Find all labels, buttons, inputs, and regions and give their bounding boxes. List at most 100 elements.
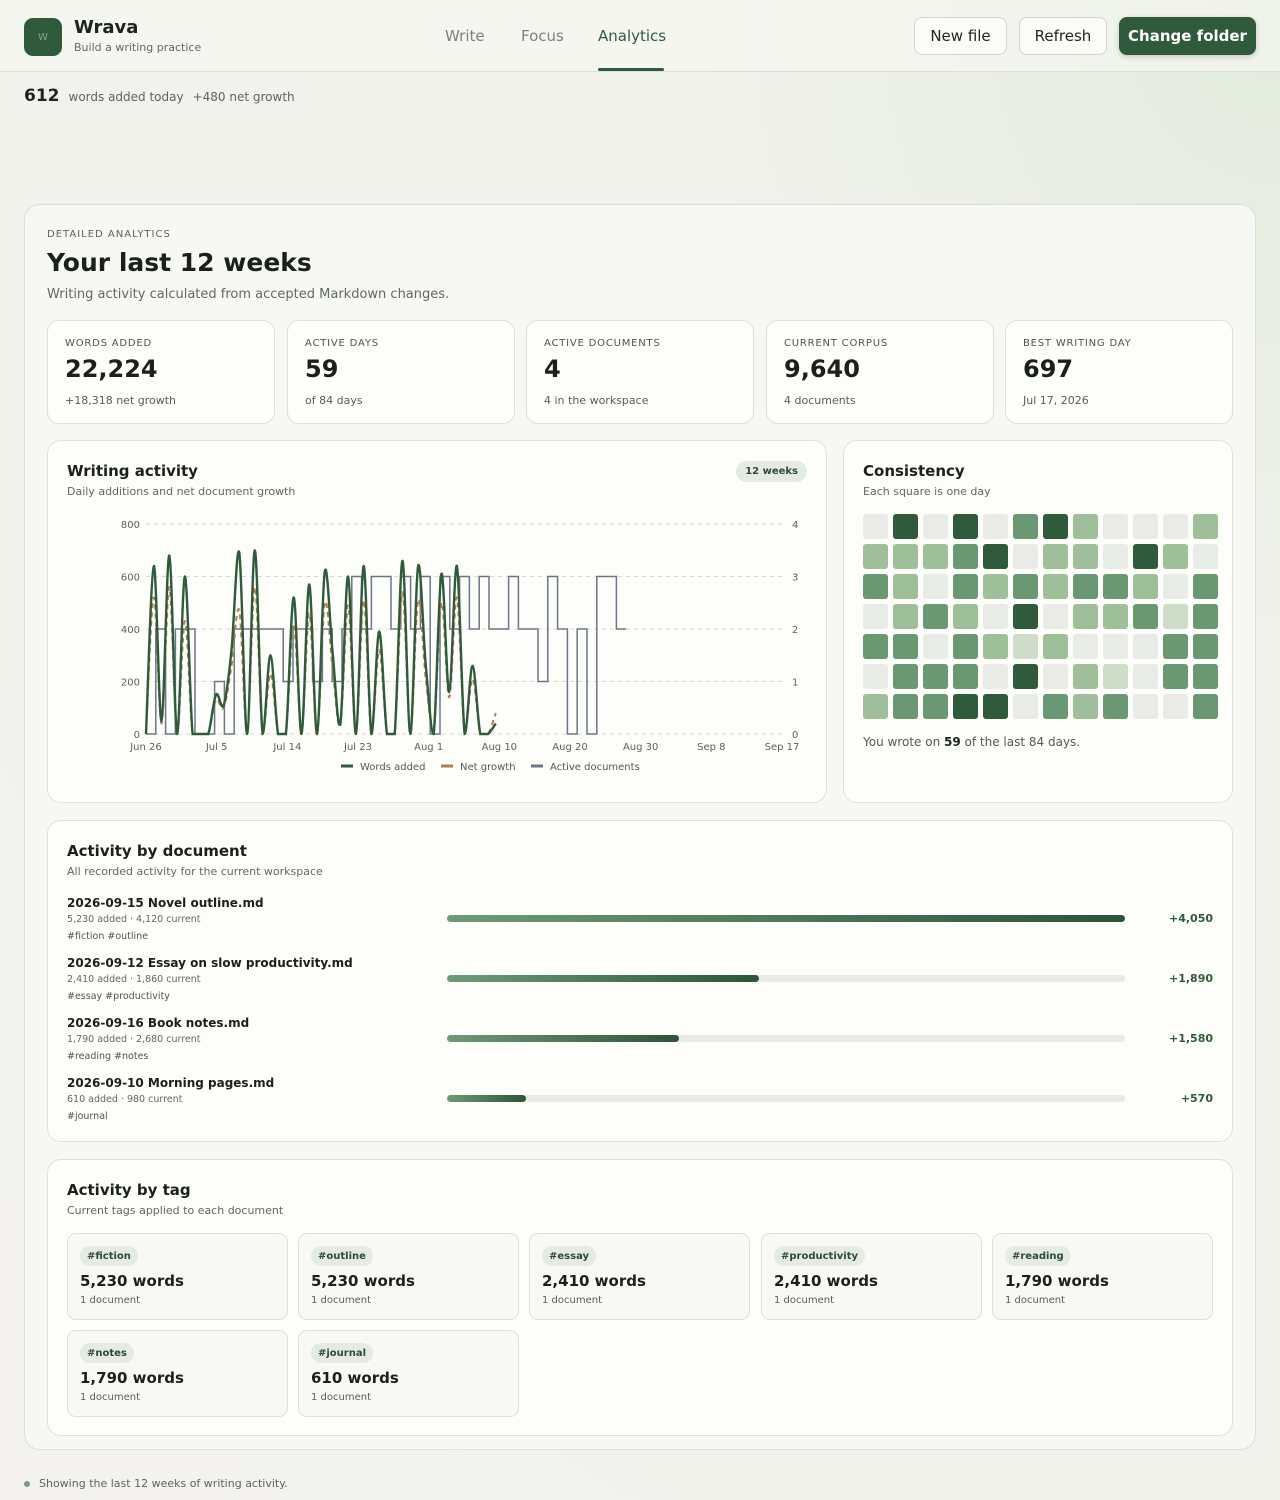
tab-focus[interactable]: Focus — [521, 27, 564, 45]
heatmap-day-cell[interactable] — [1103, 634, 1128, 659]
heatmap-day-cell[interactable] — [1163, 604, 1188, 629]
heatmap-day-cell[interactable] — [1103, 514, 1128, 539]
heatmap-day-cell[interactable] — [1193, 604, 1218, 629]
tag-card[interactable]: #journal 610 words 1 document — [298, 1330, 519, 1417]
document-row[interactable]: 2026-09-15 Novel outline.md 5,230 added … — [67, 896, 1213, 954]
heatmap-day-cell[interactable] — [1163, 514, 1188, 539]
heatmap-day-cell[interactable] — [1163, 664, 1188, 689]
range-badge[interactable]: 12 weeks — [736, 461, 807, 482]
heatmap-day-cell[interactable] — [953, 544, 978, 569]
new-file-button[interactable]: New file — [914, 17, 1007, 55]
heatmap-day-cell[interactable] — [1163, 634, 1188, 659]
heatmap-day-cell[interactable] — [893, 694, 918, 719]
heatmap-day-cell[interactable] — [863, 664, 888, 689]
tag-card[interactable]: #outline 5,230 words 1 document — [298, 1233, 519, 1320]
heatmap-day-cell[interactable] — [983, 604, 1008, 629]
tag-card[interactable]: #notes 1,790 words 1 document — [67, 1330, 288, 1417]
heatmap-day-cell[interactable] — [1163, 574, 1188, 599]
heatmap-day-cell[interactable] — [923, 604, 948, 629]
document-row[interactable]: 2026-09-10 Morning pages.md 610 added · … — [67, 1076, 1213, 1134]
heatmap-day-cell[interactable] — [1133, 544, 1158, 569]
heatmap-day-cell[interactable] — [863, 634, 888, 659]
heatmap-day-cell[interactable] — [1013, 544, 1038, 569]
heatmap-day-cell[interactable] — [1043, 664, 1068, 689]
heatmap-day-cell[interactable] — [923, 694, 948, 719]
heatmap-day-cell[interactable] — [923, 514, 948, 539]
heatmap-day-cell[interactable] — [1013, 574, 1038, 599]
heatmap-day-cell[interactable] — [1073, 574, 1098, 599]
heatmap-day-cell[interactable] — [1133, 514, 1158, 539]
heatmap-day-cell[interactable] — [923, 634, 948, 659]
heatmap-day-cell[interactable] — [1103, 544, 1128, 569]
change-folder-button[interactable]: Change folder — [1119, 17, 1256, 55]
tag-card[interactable]: #productivity 2,410 words 1 document — [761, 1233, 982, 1320]
heatmap-day-cell[interactable] — [1193, 694, 1218, 719]
heatmap-day-cell[interactable] — [1163, 544, 1188, 569]
heatmap-day-cell[interactable] — [953, 634, 978, 659]
heatmap-day-cell[interactable] — [953, 604, 978, 629]
heatmap-day-cell[interactable] — [863, 574, 888, 599]
heatmap-day-cell[interactable] — [983, 514, 1008, 539]
heatmap-day-cell[interactable] — [893, 604, 918, 629]
heatmap-day-cell[interactable] — [1043, 514, 1068, 539]
heatmap-day-cell[interactable] — [1193, 664, 1218, 689]
heatmap-day-cell[interactable] — [863, 544, 888, 569]
heatmap-day-cell[interactable] — [1013, 664, 1038, 689]
heatmap-day-cell[interactable] — [893, 514, 918, 539]
tag-card[interactable]: #reading 1,790 words 1 document — [992, 1233, 1213, 1320]
heatmap-day-cell[interactable] — [1043, 574, 1068, 599]
heatmap-day-cell[interactable] — [1013, 634, 1038, 659]
heatmap-day-cell[interactable] — [893, 574, 918, 599]
heatmap-day-cell[interactable] — [953, 694, 978, 719]
heatmap-day-cell[interactable] — [1013, 604, 1038, 629]
heatmap-day-cell[interactable] — [863, 604, 888, 629]
heatmap-day-cell[interactable] — [983, 664, 1008, 689]
heatmap-day-cell[interactable] — [983, 574, 1008, 599]
heatmap-day-cell[interactable] — [1133, 664, 1158, 689]
heatmap-day-cell[interactable] — [1133, 604, 1158, 629]
tab-write[interactable]: Write — [445, 27, 485, 45]
heatmap-day-cell[interactable] — [1073, 664, 1098, 689]
heatmap-day-cell[interactable] — [1103, 574, 1128, 599]
heatmap-day-cell[interactable] — [893, 664, 918, 689]
tag-card[interactable]: #fiction 5,230 words 1 document — [67, 1233, 288, 1320]
heatmap-day-cell[interactable] — [983, 694, 1008, 719]
heatmap-day-cell[interactable] — [1103, 694, 1128, 719]
heatmap-day-cell[interactable] — [1013, 694, 1038, 719]
document-row[interactable]: 2026-09-16 Book notes.md 1,790 added · 2… — [67, 1016, 1213, 1074]
heatmap-day-cell[interactable] — [953, 514, 978, 539]
document-row[interactable]: 2026-09-12 Essay on slow productivity.md… — [67, 956, 1213, 1014]
heatmap-day-cell[interactable] — [863, 694, 888, 719]
heatmap-day-cell[interactable] — [1073, 604, 1098, 629]
refresh-button[interactable]: Refresh — [1019, 17, 1107, 55]
heatmap-day-cell[interactable] — [1193, 634, 1218, 659]
heatmap-day-cell[interactable] — [983, 544, 1008, 569]
heatmap-day-cell[interactable] — [1013, 514, 1038, 539]
heatmap-day-cell[interactable] — [923, 544, 948, 569]
heatmap-day-cell[interactable] — [1073, 514, 1098, 539]
heatmap-day-cell[interactable] — [1133, 694, 1158, 719]
heatmap-day-cell[interactable] — [923, 664, 948, 689]
heatmap-day-cell[interactable] — [1163, 694, 1188, 719]
heatmap-day-cell[interactable] — [1133, 634, 1158, 659]
heatmap-day-cell[interactable] — [1043, 604, 1068, 629]
heatmap-day-cell[interactable] — [983, 634, 1008, 659]
heatmap-day-cell[interactable] — [893, 544, 918, 569]
heatmap-day-cell[interactable] — [863, 514, 888, 539]
heatmap-day-cell[interactable] — [1133, 574, 1158, 599]
heatmap-day-cell[interactable] — [1103, 604, 1128, 629]
tag-card[interactable]: #essay 2,410 words 1 document — [529, 1233, 750, 1320]
heatmap-day-cell[interactable] — [1193, 514, 1218, 539]
heatmap-day-cell[interactable] — [1073, 634, 1098, 659]
heatmap-day-cell[interactable] — [1043, 694, 1068, 719]
heatmap-day-cell[interactable] — [1193, 544, 1218, 569]
heatmap-day-cell[interactable] — [953, 574, 978, 599]
heatmap-day-cell[interactable] — [1043, 634, 1068, 659]
heatmap-day-cell[interactable] — [1193, 574, 1218, 599]
heatmap-day-cell[interactable] — [1073, 544, 1098, 569]
heatmap-day-cell[interactable] — [923, 574, 948, 599]
heatmap-day-cell[interactable] — [893, 634, 918, 659]
app-logo[interactable]: W — [24, 18, 62, 56]
heatmap-day-cell[interactable] — [953, 664, 978, 689]
heatmap-day-cell[interactable] — [1073, 694, 1098, 719]
